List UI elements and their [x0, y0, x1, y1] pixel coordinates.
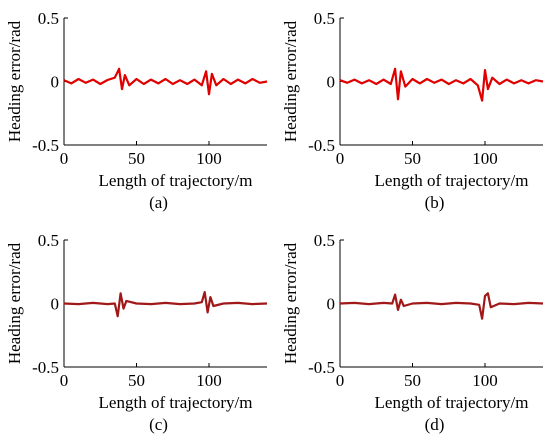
x-tick-label-1-2: 100: [472, 149, 498, 168]
x-tick-label-2-2: 100: [196, 371, 222, 390]
y-axis-label-0: Heading error/rad: [5, 20, 24, 142]
x-axis-label-3: Length of trajectory/m: [375, 393, 529, 412]
x-tick-label-3-1: 50: [404, 371, 421, 390]
panel-caption-3: (d): [425, 415, 445, 434]
y-tick-label-1-0: 0.5: [314, 9, 335, 28]
x-tick-label-3-0: 0: [336, 371, 345, 390]
y-tick-label-2-0: 0.5: [38, 231, 59, 250]
y-tick-label-1-2: -0.5: [308, 136, 335, 155]
x-axis-label-1: Length of trajectory/m: [375, 171, 529, 190]
series-line-0-0: [63, 67, 268, 96]
x-axis-label-2: Length of trajectory/m: [99, 393, 253, 412]
y-tick-label-3-1: 0: [327, 295, 336, 314]
x-tick-label-3-2: 100: [472, 371, 498, 390]
x-tick-label-0-0: 0: [60, 149, 69, 168]
y-tick-label-0-0: 0.5: [38, 9, 59, 28]
x-tick-label-0-1: 50: [128, 149, 145, 168]
series-line-1-0: [339, 67, 544, 102]
y-tick-label-1-1: 0: [327, 73, 336, 92]
y-axis-label-1: Heading error/rad: [281, 20, 300, 142]
panel-caption-1: (b): [425, 193, 445, 212]
y-tick-label-3-2: -0.5: [308, 358, 335, 377]
x-tick-label-1-0: 0: [336, 149, 345, 168]
y-axis-label-3: Heading error/rad: [281, 242, 300, 364]
x-tick-label-0-2: 100: [196, 149, 222, 168]
y-tick-label-2-2: -0.5: [32, 358, 59, 377]
y-axis-label-2: Heading error/rad: [5, 242, 24, 364]
x-tick-label-2-1: 50: [128, 371, 145, 390]
x-axis-label-0: Length of trajectory/m: [99, 171, 253, 190]
y-tick-label-3-0: 0.5: [314, 231, 335, 250]
x-tick-label-1-1: 50: [404, 149, 421, 168]
panel-caption-2: (c): [149, 415, 168, 434]
series-line-3-0: [339, 292, 544, 320]
panel-caption-0: (a): [149, 193, 168, 212]
x-tick-label-2-0: 0: [60, 371, 69, 390]
y-tick-label-0-1: 0: [51, 73, 60, 92]
series-line-2-0: [63, 291, 268, 318]
y-tick-label-2-1: 0: [51, 295, 60, 314]
y-tick-label-0-2: -0.5: [32, 136, 59, 155]
